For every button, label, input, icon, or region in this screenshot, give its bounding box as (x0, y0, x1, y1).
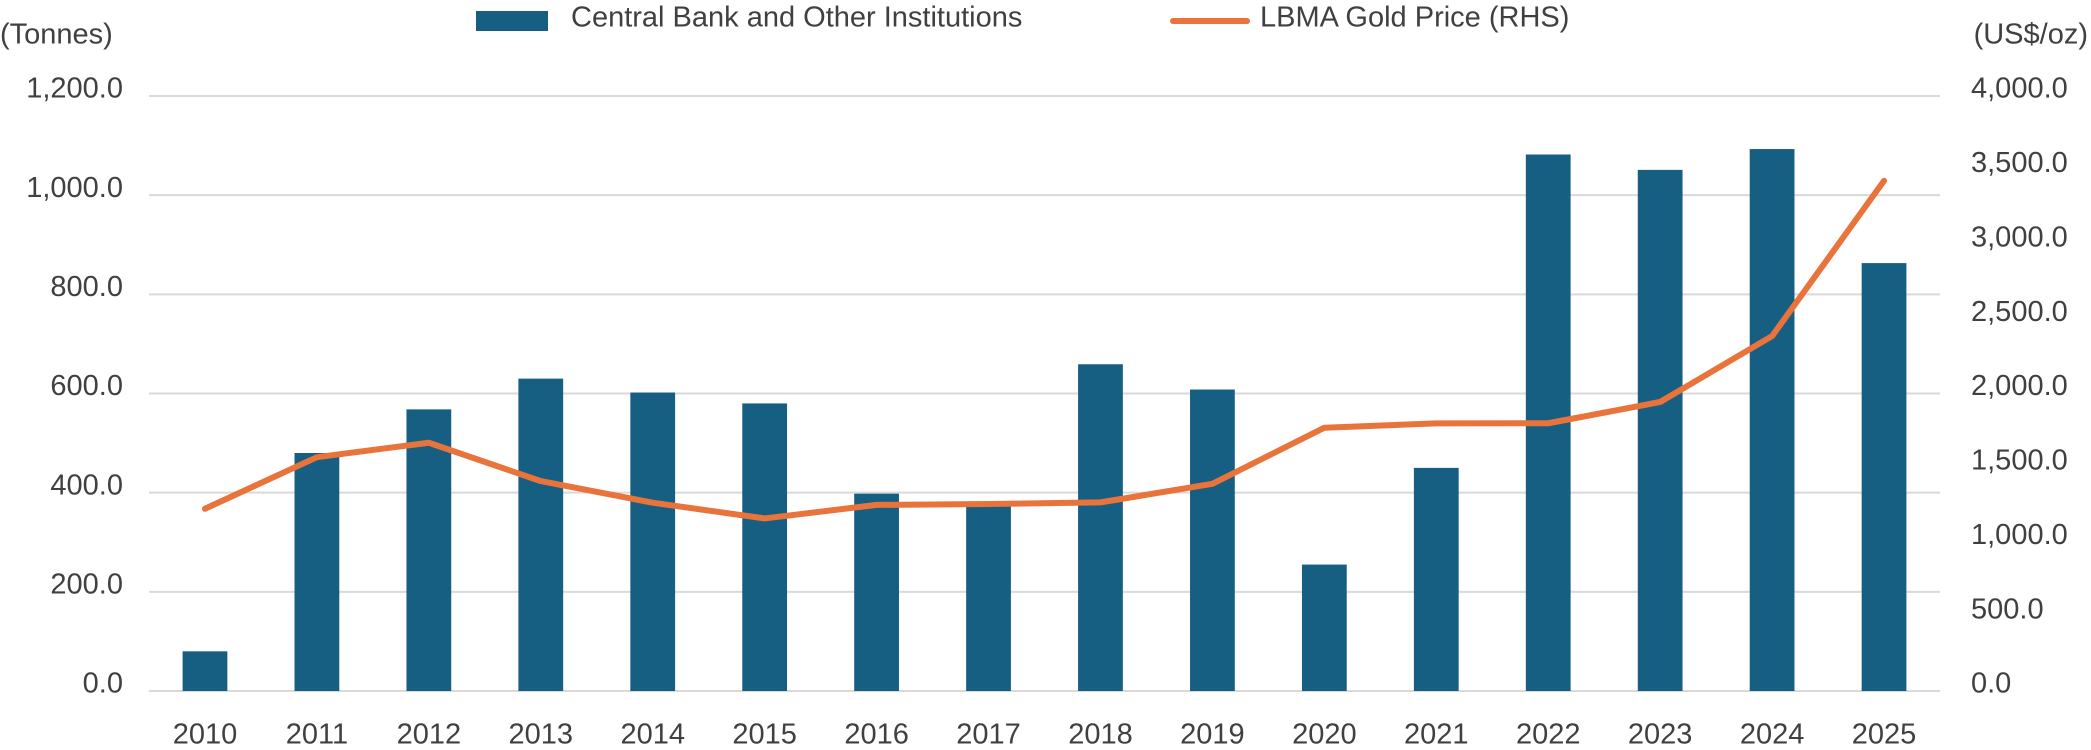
x-tick-label: 2025 (1852, 719, 1917, 750)
line (201, 177, 1888, 522)
bar (854, 493, 899, 691)
x-tick-label: 2021 (1404, 719, 1469, 750)
bar (1413, 467, 1459, 691)
y-tick-label: 200.0 (50, 568, 123, 600)
bar (406, 409, 452, 691)
y2-tick-label: 2,000.0 (1971, 370, 2068, 402)
x-tick-label: 2020 (1292, 719, 1357, 750)
x-tick-label: 2024 (1740, 719, 1805, 750)
legend-label: Central Bank and Other Institutions (571, 2, 1022, 34)
y-tick-label: 400.0 (50, 469, 123, 501)
y-axis-label: (Tonnes) (0, 19, 113, 51)
x-tick-label: 2012 (397, 719, 462, 750)
x-tick-label: 2023 (1628, 719, 1693, 750)
y2-tick-label: 4,000.0 (1971, 73, 2068, 105)
y2-tick-label: 3,000.0 (1971, 221, 2068, 253)
y-tick-label: 1,000.0 (26, 172, 123, 204)
y-tick-label: 1,200.0 (26, 73, 123, 105)
y-tick-label: 800.0 (50, 271, 123, 303)
bar (1861, 263, 1907, 691)
x-tick-label: 2010 (173, 719, 238, 750)
x-tick-label: 2018 (1068, 719, 1133, 750)
legend-label: LBMA Gold Price (RHS) (1260, 2, 1569, 34)
x-tick-label: 2016 (844, 719, 909, 750)
x-tick-label: 2022 (1516, 719, 1581, 750)
legend-swatch (476, 11, 548, 31)
x-tick-label: 2013 (509, 719, 574, 750)
bar (1749, 149, 1795, 691)
bar (1637, 169, 1683, 692)
x-tick-label: 2014 (620, 719, 685, 750)
bar (518, 378, 564, 691)
y2-tick-label: 0.0 (1971, 668, 2011, 700)
bar (966, 505, 1011, 691)
y-tick-label: 0.0 (83, 668, 123, 700)
y2-axis-label: (US$/oz) (1974, 19, 2088, 51)
bar (742, 403, 788, 691)
x-tick-label: 2017 (956, 719, 1021, 750)
bar (1078, 364, 1123, 691)
bar (182, 651, 228, 691)
x-tick-label: 2011 (286, 719, 348, 750)
x-tick-label: 2019 (1180, 719, 1245, 750)
y2-tick-label: 3,500.0 (1971, 147, 2068, 179)
y2-tick-label: 500.0 (1971, 593, 2044, 625)
x-tick-label: 2015 (732, 719, 797, 750)
y-tick-label: 600.0 (50, 370, 123, 402)
bar (1190, 389, 1235, 691)
y2-tick-label: 2,500.0 (1971, 296, 2068, 328)
bar (630, 392, 676, 691)
y2-tick-label: 1,500.0 (1971, 445, 2068, 477)
bar (294, 453, 340, 691)
y2-tick-label: 1,000.0 (1971, 519, 2068, 551)
bar (1301, 564, 1347, 691)
